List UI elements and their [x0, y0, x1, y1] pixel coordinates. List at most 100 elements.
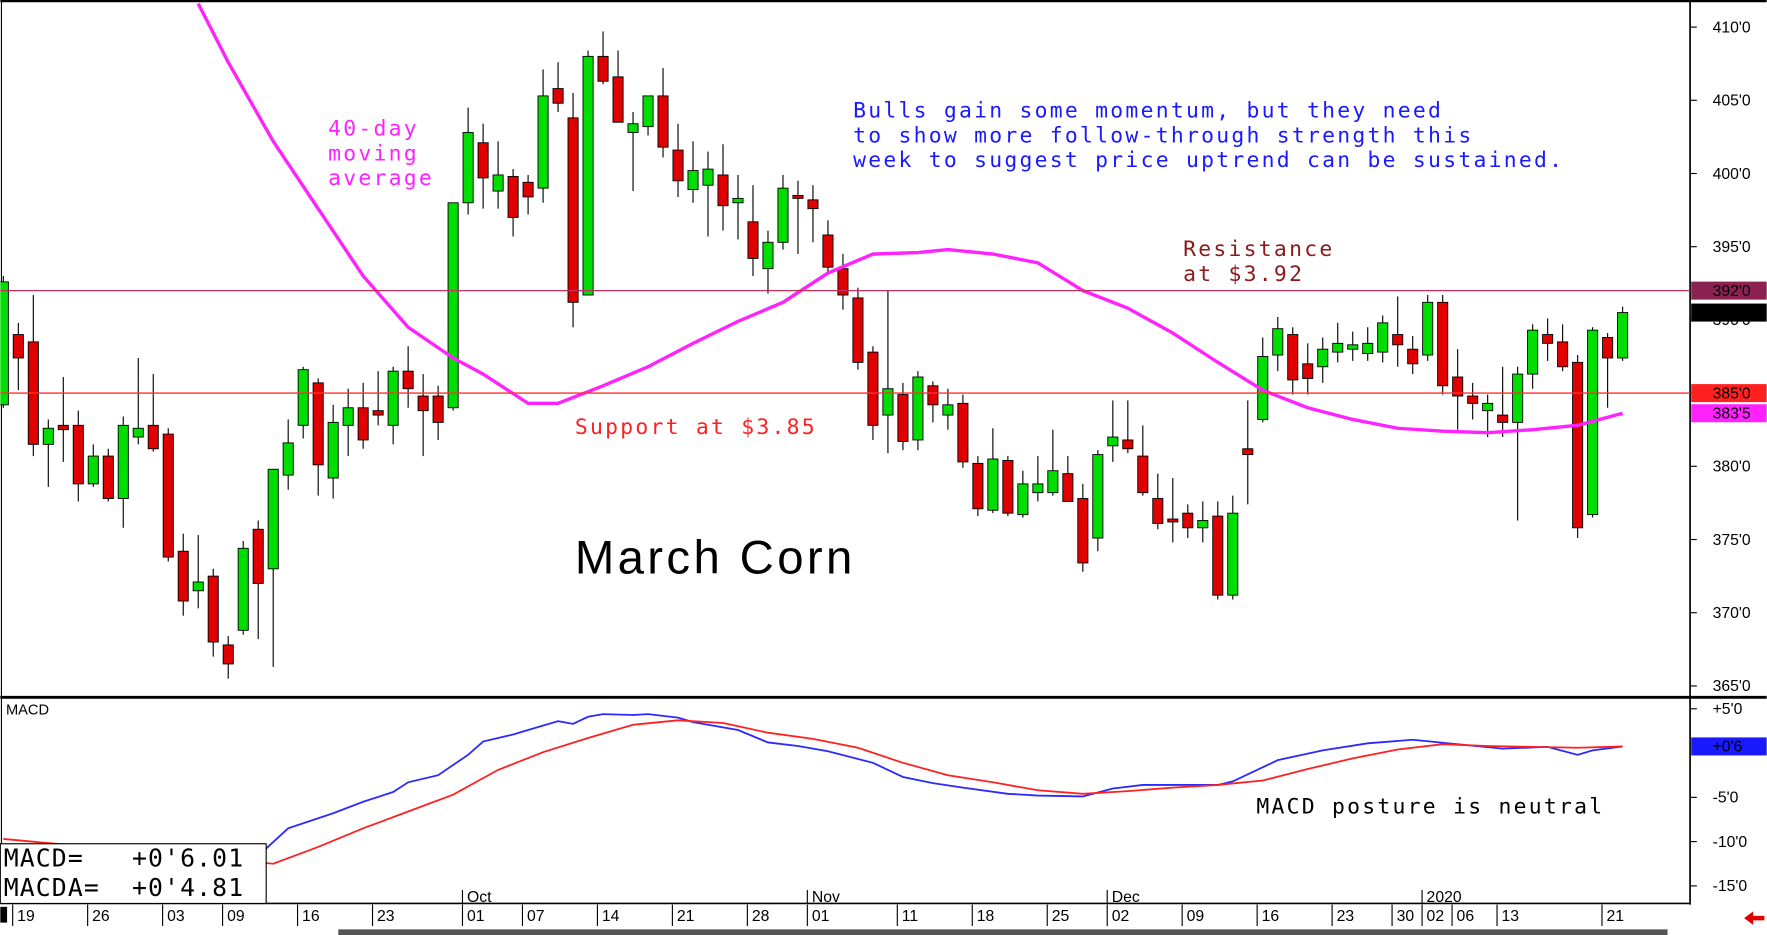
candle-body [1332, 342, 1344, 353]
candle-body [1047, 470, 1059, 494]
candle-body [327, 421, 339, 479]
y-tick-label: -5'0 [1713, 790, 1739, 807]
candle-body [507, 175, 519, 218]
candle-body [642, 95, 654, 128]
candle-body [1152, 498, 1164, 524]
candle-body [432, 395, 444, 423]
candle-body [777, 187, 789, 243]
candle-body [267, 468, 279, 570]
annotation: 40-day [328, 117, 419, 142]
x-tick-label: 06 [1457, 908, 1475, 925]
candle-body [582, 55, 594, 296]
candle-body [0, 281, 9, 406]
x-tick-label: 28 [752, 908, 770, 925]
scroll-handle[interactable] [0, 906, 8, 923]
y-tick-label: 365'0 [1713, 678, 1751, 695]
candle-body [402, 370, 414, 390]
candle-body [1287, 334, 1299, 381]
candle-body [222, 644, 234, 665]
candle-body [312, 382, 324, 466]
annotation: to show more follow-through strength thi… [853, 123, 1473, 148]
candle-body [807, 199, 819, 210]
candle-body [702, 168, 714, 186]
value-box [1691, 404, 1767, 423]
chart-title: March Corn [575, 532, 856, 585]
candle-body [87, 455, 99, 485]
x-tick-label: 01 [467, 908, 485, 925]
macd-plot [3, 713, 1623, 865]
candle-body [1077, 498, 1089, 564]
value-box [1691, 281, 1767, 300]
value-box-label: 390'4 [1713, 305, 1751, 322]
x-tick-label: 21 [1606, 908, 1624, 925]
candle-body [147, 424, 159, 450]
candle-body [852, 297, 864, 363]
x-tick-label: 16 [302, 908, 320, 925]
x-tick-label: 02 [1112, 908, 1130, 925]
scroll-arrow[interactable] [1744, 911, 1765, 925]
y-tick-label: 395'0 [1713, 239, 1751, 256]
candle-body [612, 76, 624, 123]
macd-annotation: MACD posture is neutral [1256, 795, 1604, 820]
y-tick-label: 370'0 [1713, 605, 1751, 622]
y-tick-label: 380'0 [1713, 459, 1751, 476]
candle-body [297, 369, 309, 426]
candle-body [102, 455, 114, 499]
candle-body [972, 462, 984, 510]
candle-body [987, 458, 999, 511]
candle-body [657, 95, 669, 148]
annotation: average [328, 166, 434, 191]
candle-body [12, 334, 24, 359]
candle-body [1452, 376, 1464, 397]
x-tick-label: 13 [1502, 908, 1520, 925]
annotation: Resistance [1183, 237, 1334, 262]
scrollbar[interactable] [338, 929, 1668, 935]
candle-body [1542, 334, 1554, 344]
candle-body [1617, 312, 1629, 359]
candle-body [1092, 454, 1104, 539]
x-tick-label: 09 [1187, 908, 1205, 925]
candle-body [1122, 439, 1134, 450]
candle-body [1467, 395, 1479, 404]
candle-body [1272, 328, 1284, 356]
annotation: Support at $3.85 [575, 415, 817, 440]
candle-body [537, 95, 549, 189]
x-tick-label: 26 [92, 908, 110, 925]
x-tick-label: 09 [227, 908, 245, 925]
candle-body [192, 581, 204, 592]
candle-body [882, 388, 894, 416]
x-tick-label: 18 [977, 908, 995, 925]
macd-line [3, 719, 1623, 865]
candle-body [927, 385, 939, 406]
y-tick-label: 405'0 [1713, 93, 1751, 110]
candle-body [1242, 448, 1254, 456]
annotation: week to suggest price uptrend can be sus… [853, 148, 1564, 173]
candle-body [867, 351, 879, 426]
macd-line [257, 713, 1623, 857]
candle-body [1482, 402, 1494, 412]
annotation: Bulls gain some momentum, but they need [853, 99, 1443, 124]
candle-body [837, 268, 849, 296]
candle-body [447, 202, 459, 409]
candle-body [72, 424, 84, 485]
candle-body [132, 427, 144, 438]
y-tick-label: 375'0 [1713, 532, 1751, 549]
x-tick-label: 01 [812, 908, 830, 925]
x-tick-label: 14 [602, 908, 620, 925]
candle-body [342, 407, 354, 426]
x-tick-label: 02 [1427, 908, 1445, 925]
y-tick-label: 410'0 [1713, 19, 1751, 36]
moving-average [196, 2, 1624, 435]
readout-box [0, 843, 267, 905]
annotation: moving [328, 141, 419, 166]
value-box-label: 385'0 [1713, 385, 1751, 402]
x-tick-label: 19 [17, 908, 35, 925]
candle-body [567, 117, 579, 303]
candle-body [597, 55, 609, 82]
candle-body [1362, 342, 1374, 355]
candle-body [1017, 483, 1029, 516]
y-tick-label: 400'0 [1713, 166, 1751, 183]
